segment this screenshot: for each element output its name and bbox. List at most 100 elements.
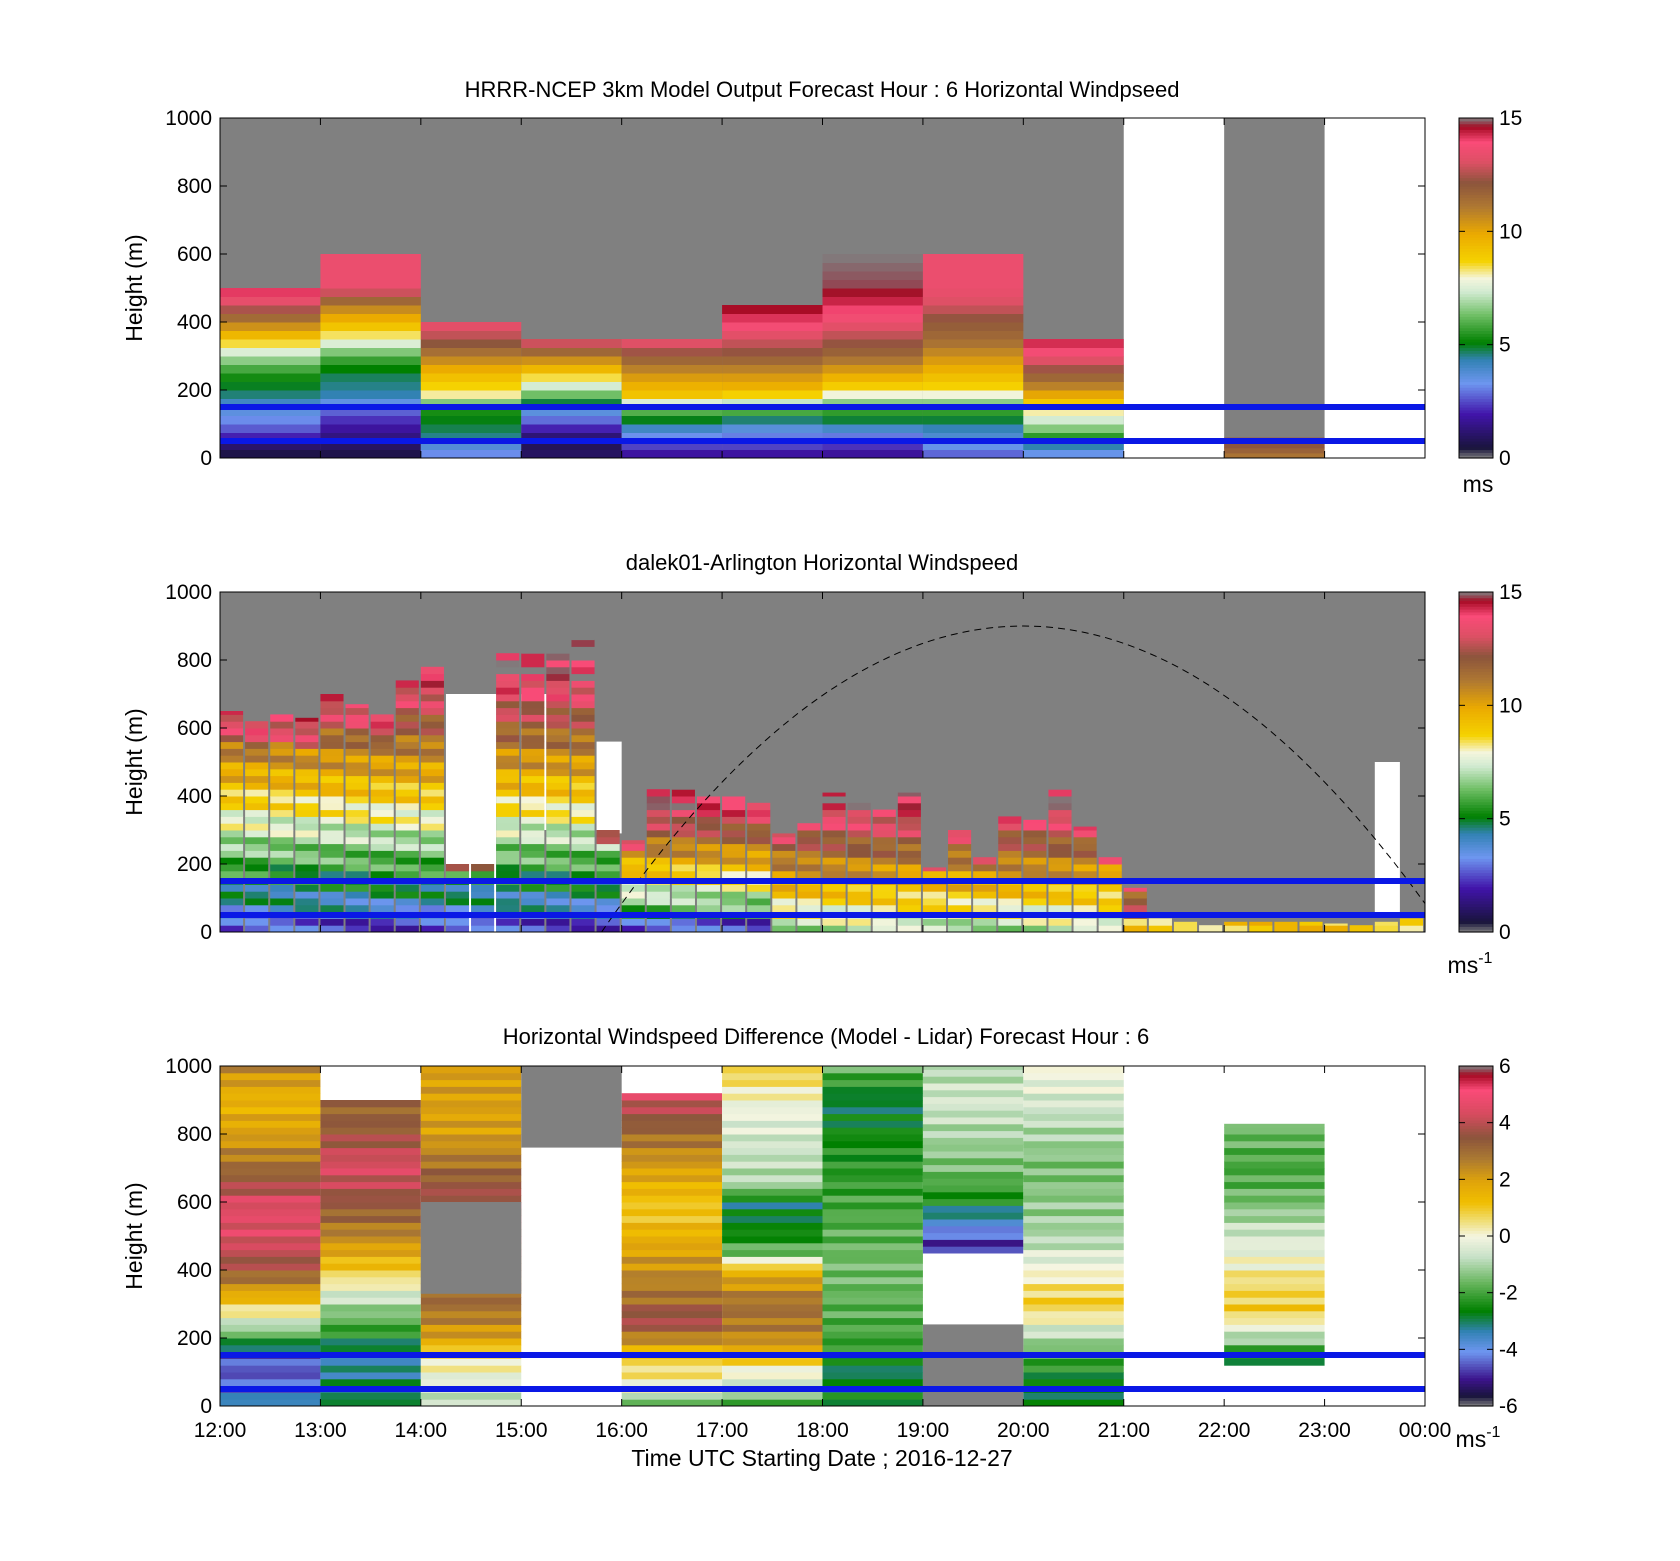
heatmap-cell [571, 694, 595, 702]
heatmap-cell [822, 891, 846, 899]
heatmap-cell [420, 789, 444, 797]
heatmap-cell [320, 714, 344, 722]
heatmap-cell [1224, 1310, 1325, 1319]
heatmap-cell [370, 816, 394, 824]
heatmap-cell [420, 1161, 522, 1169]
heatmap-cell [270, 904, 294, 913]
heatmap-cell [345, 755, 369, 763]
heatmap-cell [998, 918, 1022, 926]
colorbar-swatch [1459, 1088, 1493, 1093]
heatmap-cell [621, 1127, 723, 1135]
heatmap-cell [847, 823, 871, 831]
colorbar-swatch [1459, 146, 1493, 150]
heatmap-cell [822, 1195, 923, 1203]
heatmap-cell [496, 796, 520, 804]
heatmap-cell [370, 830, 394, 838]
heatmap-cell [521, 639, 545, 647]
heatmap-cell [772, 884, 796, 892]
heatmap-cell [395, 775, 419, 783]
colorbar-swatch [1459, 1176, 1493, 1180]
heatmap-cell [722, 1283, 823, 1291]
heatmap-cell [220, 313, 321, 323]
heatmap-cell [797, 870, 821, 879]
colorbar-swatch [1459, 759, 1493, 763]
heatmap-cell [897, 809, 921, 817]
heatmap-cell [1073, 826, 1097, 831]
heatmap-cell [922, 381, 1024, 391]
heatmap-cell [546, 714, 570, 722]
heatmap-cell [420, 748, 444, 756]
heatmap-cell [1148, 925, 1172, 932]
heatmap-cell [1224, 1208, 1325, 1217]
heatmap-cell [822, 1304, 923, 1312]
heatmap-cell [948, 830, 972, 838]
heatmap-cell [822, 1093, 923, 1101]
heatmap-cell [270, 836, 294, 845]
heatmap-cell [521, 857, 545, 865]
colorbar-swatch [1459, 1193, 1493, 1197]
heatmap-cell [420, 1134, 522, 1142]
colorbar-swatch [1459, 1380, 1493, 1384]
heatmap-cell [521, 836, 545, 845]
heatmap-cell [1224, 1358, 1325, 1366]
heatmap-cell [420, 1399, 522, 1406]
heatmap-cell [722, 1365, 823, 1373]
heatmap-cell [345, 741, 369, 749]
colorbar-swatch [1459, 1301, 1493, 1305]
heatmap-cell [722, 830, 746, 838]
heatmap-cell [1098, 918, 1122, 926]
heatmap-cell [1023, 398, 1124, 408]
heatmap-cell [1023, 373, 1124, 382]
heatmap-cell [295, 768, 319, 777]
heatmap-cell [922, 1110, 1024, 1118]
heatmap-cell [1023, 1304, 1124, 1312]
heatmap-cell [1224, 1140, 1325, 1149]
heatmap-cell [747, 904, 771, 913]
heatmap-cell [345, 775, 369, 783]
colorbar-swatch [1459, 866, 1493, 871]
colorbar-frame [1458, 117, 1494, 459]
colorbar-swatch [1459, 120, 1493, 125]
heatmap-cell [395, 728, 419, 736]
heatmap-cell [320, 802, 344, 811]
colorbar-swatch [1459, 790, 1493, 794]
heatmap-cell [671, 884, 695, 892]
heatmap-cell [521, 381, 622, 391]
heatmap-cell [646, 789, 670, 797]
heatmap-cell [546, 850, 570, 858]
heatmap-cell [571, 653, 595, 661]
heatmap-cell [521, 347, 622, 357]
colorbar-swatch [1459, 1145, 1493, 1149]
heatmap-cell [220, 305, 321, 314]
heatmap-cell [722, 1093, 823, 1101]
heatmap-cell [897, 870, 921, 879]
heatmap-cell [320, 1270, 421, 1278]
heatmap-cell [646, 830, 670, 838]
heatmap-cell [571, 884, 595, 892]
heatmap-cell [822, 296, 923, 306]
heatmap-cell [722, 1331, 823, 1339]
heatmap-cell [320, 254, 421, 263]
heatmap-cell [646, 836, 670, 845]
heatmap-cell [571, 609, 595, 613]
heatmap-cell [646, 809, 670, 817]
heatmap-cell [696, 891, 721, 899]
colorbar-swatch [1459, 923, 1493, 927]
heatmap-cell [847, 809, 871, 817]
heatmap-cell [621, 1331, 723, 1339]
colorbar-swatch [1459, 197, 1493, 201]
heatmap-cell [1023, 1140, 1124, 1149]
colorbar-swatch [1459, 211, 1493, 215]
heatmap-cell [245, 755, 269, 763]
colorbar-swatch [1459, 906, 1493, 910]
colorbar-swatch [1459, 1309, 1493, 1314]
heatmap-cell [922, 1066, 1024, 1070]
heatmap-cell [220, 1392, 321, 1400]
heatmap-cell [621, 1222, 723, 1230]
heatmap-cell [521, 823, 545, 831]
heatmap-cell [847, 857, 871, 865]
heatmap-cell [1048, 850, 1072, 858]
heatmap-cell [1199, 925, 1223, 932]
heatmap-cell [220, 407, 321, 416]
